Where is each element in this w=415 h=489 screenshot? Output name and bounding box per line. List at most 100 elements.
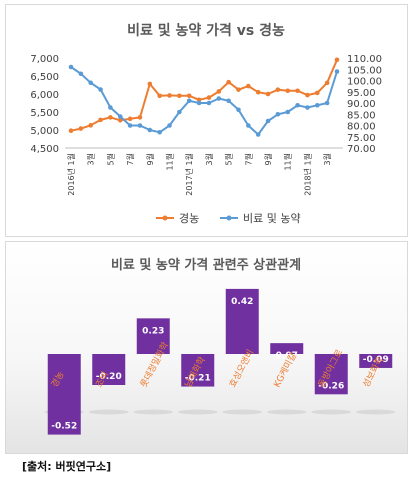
bar-shadow — [311, 409, 352, 415]
fertilizer-pesticide-point — [108, 105, 113, 110]
gyeongnong-point — [196, 97, 202, 103]
bar-value-label: 0.07 — [276, 351, 298, 361]
gyeongnong-point — [186, 93, 192, 99]
y-left-tick-label: 5,500 — [30, 108, 59, 119]
legend-marker-0 — [162, 215, 168, 221]
x-tick-label: 9월 — [263, 153, 273, 165]
x-tick-label: 2016년 1월 — [66, 153, 76, 196]
gyeongnong-point — [226, 79, 231, 85]
x-tick-label: 5월 — [105, 153, 115, 165]
fertilizer-pesticide-point — [275, 111, 281, 117]
x-tick-label: 11월 — [283, 153, 293, 171]
bar-chart-title: 비료 및 농약 가격 관련주 상관관계 — [111, 257, 301, 273]
y-right-tick-label: 85.00 — [347, 110, 376, 121]
x-tick-label: 7월 — [243, 153, 253, 165]
fertilizer-pesticide-point — [265, 118, 271, 124]
fertilizer-pesticide-point — [236, 107, 241, 113]
bar-3 — [181, 354, 215, 387]
fertilizer-pesticide-point — [137, 123, 143, 128]
bar-shadow — [133, 409, 174, 415]
fertilizer-pesticide-point — [88, 80, 94, 86]
x-tick-label: 3월 — [204, 153, 214, 165]
fertilizer-pesticide-point — [295, 102, 300, 108]
bar-value-label: 0.42 — [231, 297, 253, 307]
fertilizer-pesticide-point — [68, 64, 74, 70]
x-tick-label: 2018년 1월 — [302, 153, 312, 196]
fertilizer-pesticide-point — [78, 71, 84, 77]
bar-shadow — [88, 409, 129, 415]
y-left-tick-label: 7,000 — [30, 54, 59, 65]
fertilizer-pesticide-point — [196, 100, 202, 106]
gyeongnong-point — [157, 93, 162, 99]
fertilizer-pesticide-point — [226, 98, 231, 104]
bar-1 — [92, 354, 126, 385]
fertilizer-pesticide-point — [305, 105, 310, 110]
x-tick-label: 7월 — [125, 153, 135, 165]
fertilizer-pesticide-point — [98, 87, 103, 92]
bar-shadow — [222, 409, 263, 415]
x-tick-label: 3월 — [322, 153, 332, 165]
gyeongnong-point — [305, 92, 310, 98]
gyeongnong-point — [255, 89, 261, 95]
fertilizer-pesticide-point — [246, 123, 251, 128]
bar-chart-panel: 비료 및 농약 가격 관련주 상관관계 -0.52 경농 -0.20 조비 0.23 롯데정… — [5, 241, 408, 454]
line-chart: 비료 및 농약 가격 vs 경농 4,500 5,000 5,500 6,000 6,50… — [30, 22, 382, 225]
gyeongnong-point — [246, 83, 251, 89]
bar-value-label: -0.52 — [51, 422, 77, 432]
y-left-tick-label: 6,000 — [30, 90, 59, 101]
x-tick-label: 9월 — [145, 153, 155, 165]
bar-value-label: 0.23 — [142, 326, 164, 336]
bar-7 — [359, 354, 393, 368]
gyeongnong-point — [295, 88, 300, 94]
y-left-tick-label: 4,500 — [30, 144, 59, 155]
bar-6 — [314, 354, 348, 395]
gyeongnong-point — [68, 128, 74, 134]
bar-value-label: -0.26 — [318, 381, 344, 391]
bar-shadow — [266, 409, 307, 415]
gyeongnong-point — [324, 80, 330, 86]
fertilizer-pesticide-point — [147, 127, 153, 133]
gyeongnong-point — [236, 87, 241, 92]
gyeongnong-point — [177, 93, 182, 99]
gyeongnong-point — [206, 95, 212, 100]
gyeongnong-point — [147, 81, 153, 87]
gyeongnong-point — [167, 93, 172, 98]
fertilizer-pesticide-point — [314, 102, 320, 108]
y-left-tick-label: 5,000 — [30, 126, 59, 137]
gyeongnong-point — [334, 57, 340, 63]
bar-0 — [47, 354, 81, 435]
gyeongnong-point — [78, 126, 84, 131]
y-right-tick-label: 70.00 — [347, 144, 376, 155]
bar-value-label: -0.21 — [185, 374, 211, 384]
x-tick-label: 3월 — [86, 153, 96, 165]
fertilizer-pesticide-point — [216, 96, 222, 101]
y-right-tick-label: 110.00 — [347, 54, 382, 65]
legend-label-0: 경농 — [179, 212, 199, 225]
fertilizer-pesticide-point — [334, 69, 340, 74]
bar-5 — [270, 343, 304, 354]
x-tick-label: 11월 — [165, 153, 175, 171]
bar-shadow — [177, 409, 218, 415]
gyeongnong-point — [216, 89, 222, 94]
legend-marker-1 — [226, 215, 232, 221]
series-line-fertilizer-pesticide — [70, 66, 338, 136]
y-right-tick-label: 105.00 — [347, 65, 382, 76]
fertilizer-pesticide-point — [127, 123, 133, 128]
fertilizer-pesticide-point — [186, 98, 192, 104]
gyeongnong-point — [285, 88, 291, 94]
y-right-tick-label: 95.00 — [347, 88, 376, 99]
y-right-tick-label: 80.00 — [347, 122, 376, 133]
line-chart-title: 비료 및 농약 가격 vs 경농 — [127, 22, 285, 39]
bar-value-label: -0.09 — [363, 355, 389, 365]
fertilizer-pesticide-point — [157, 129, 162, 135]
fertilizer-pesticide-point — [324, 100, 330, 106]
gyeongnong-point — [314, 90, 320, 96]
bar-4 — [225, 288, 259, 354]
fertilizer-pesticide-point — [167, 123, 172, 128]
gyeongnong-point — [98, 117, 103, 123]
fertilizer-pesticide-point — [285, 109, 291, 115]
gyeongnong-point — [88, 123, 94, 128]
y-right-tick-label: 100.00 — [347, 77, 382, 88]
gyeongnong-point — [127, 116, 133, 122]
